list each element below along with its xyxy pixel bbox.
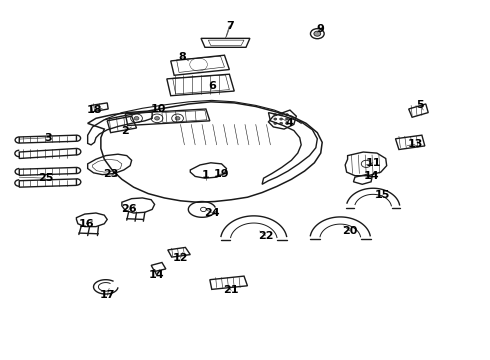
Text: 14: 14	[363, 171, 379, 181]
Circle shape	[274, 114, 277, 116]
Text: 16: 16	[78, 219, 94, 229]
Text: 25: 25	[38, 173, 53, 183]
Circle shape	[280, 122, 283, 125]
Text: 12: 12	[173, 253, 188, 263]
Circle shape	[155, 117, 159, 120]
Text: 5: 5	[416, 100, 424, 110]
Circle shape	[175, 117, 180, 120]
Text: 2: 2	[122, 126, 129, 135]
Circle shape	[286, 114, 289, 116]
Text: 15: 15	[375, 190, 391, 200]
Circle shape	[286, 118, 289, 120]
Text: 4: 4	[285, 118, 293, 128]
Text: 24: 24	[204, 208, 220, 218]
Circle shape	[134, 117, 139, 120]
Text: 14: 14	[148, 270, 164, 280]
Text: 3: 3	[45, 133, 52, 143]
Text: 22: 22	[258, 231, 273, 240]
Text: 6: 6	[208, 81, 216, 91]
Circle shape	[286, 122, 289, 125]
Text: 11: 11	[365, 158, 381, 168]
Circle shape	[314, 31, 321, 36]
Text: 20: 20	[343, 226, 358, 236]
Circle shape	[280, 114, 283, 116]
Text: 9: 9	[317, 24, 325, 35]
Circle shape	[280, 118, 283, 120]
Text: 21: 21	[223, 285, 239, 296]
Text: 23: 23	[103, 168, 118, 179]
Text: 19: 19	[214, 168, 229, 179]
Text: 1: 1	[202, 170, 210, 180]
Text: 18: 18	[87, 105, 102, 115]
Circle shape	[274, 122, 277, 125]
Text: 13: 13	[407, 139, 423, 149]
Text: 7: 7	[226, 21, 234, 31]
Circle shape	[274, 118, 277, 120]
Text: 26: 26	[121, 204, 137, 215]
Text: 17: 17	[99, 291, 115, 301]
Text: 10: 10	[150, 104, 166, 114]
Text: 8: 8	[178, 52, 186, 62]
